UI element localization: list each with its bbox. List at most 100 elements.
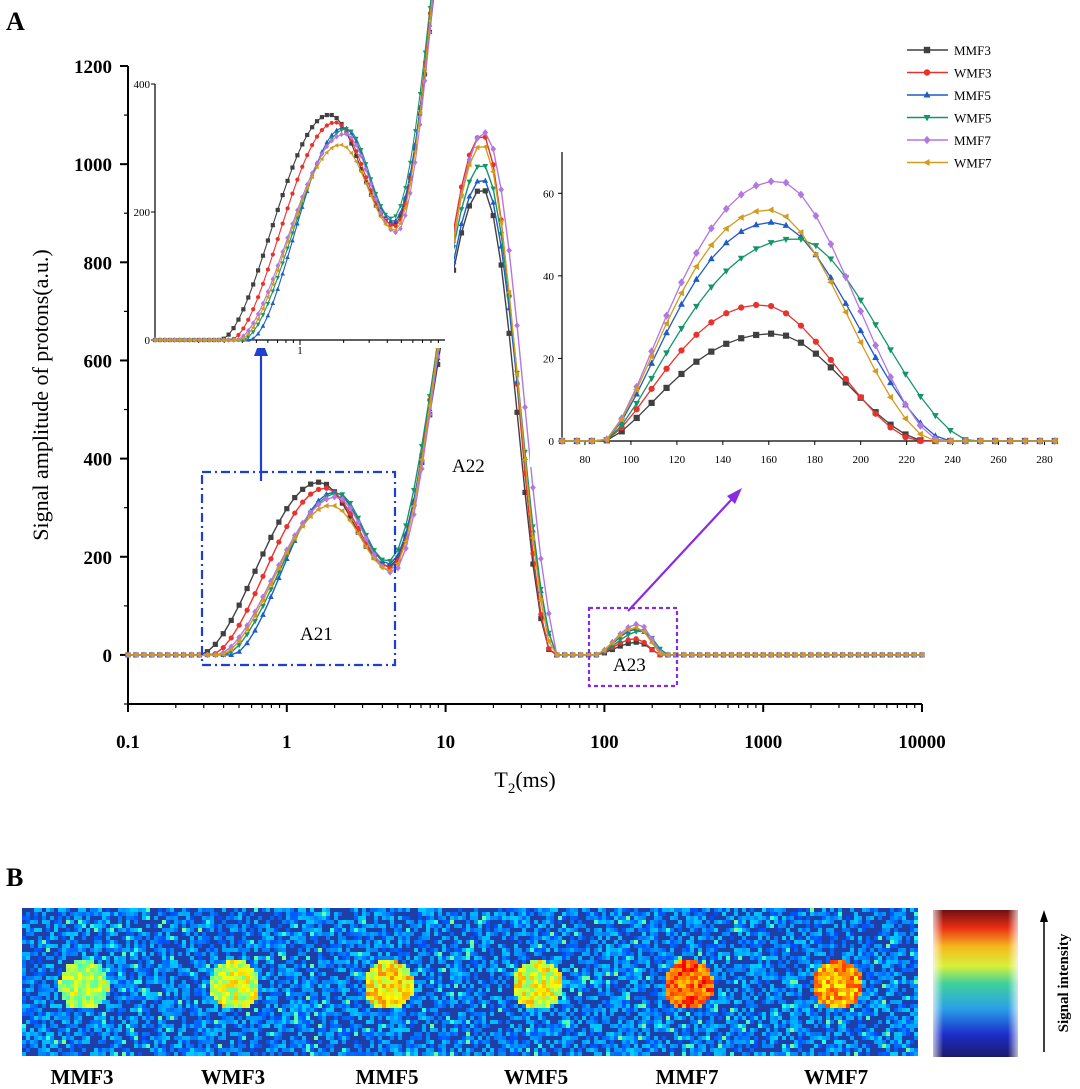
mri-pixel [818, 952, 822, 956]
mri-pixel [370, 988, 374, 992]
mri-pixel [862, 996, 866, 1000]
mri-pixel [414, 980, 418, 984]
mri-pixel [250, 940, 254, 944]
series-point-MMF7 [498, 186, 505, 194]
inset-a21-point-WMF3 [265, 267, 271, 272]
mri-pixel [822, 944, 826, 948]
mri-pixel [646, 940, 650, 944]
mri-pixel [218, 960, 222, 964]
mri-pixel [662, 976, 666, 980]
mri-pixel [146, 976, 150, 980]
mri-pixel [854, 920, 858, 924]
mri-pixel [610, 912, 614, 916]
mri-pixel [606, 916, 610, 920]
mri-pixel [846, 984, 850, 988]
mri-pixel [210, 920, 214, 924]
mri-pixel [306, 944, 310, 948]
mri-pixel [470, 916, 474, 920]
mri-pixel [670, 992, 674, 996]
mri-pixel [798, 920, 802, 924]
mri-pixel [226, 980, 230, 984]
mri-pixel [858, 996, 862, 1000]
mri-pixel [346, 948, 350, 952]
mri-pixel [238, 956, 242, 960]
mri-pixel [194, 980, 198, 984]
mri-pixel [378, 988, 382, 992]
panel-a-label: A [6, 7, 25, 36]
mri-pixel [690, 980, 694, 984]
mri-pixel [146, 988, 150, 992]
mri-pixel [514, 952, 518, 956]
mri-pixel [90, 972, 94, 976]
mri-pixel [518, 920, 522, 924]
mri-pixel [206, 972, 210, 976]
mri-pixel [898, 992, 902, 996]
mri-pixel [498, 924, 502, 928]
mri-pixel [914, 940, 918, 944]
mri-pixel [66, 908, 70, 912]
mri-pixel [582, 960, 586, 964]
mri-pixel [346, 976, 350, 980]
mri-pixel [218, 980, 222, 984]
mri-pixel [342, 1000, 346, 1004]
mri-pixel [858, 984, 862, 988]
mri-pixel [66, 964, 70, 968]
mri-pixel [622, 976, 626, 980]
mri-pixel [206, 936, 210, 940]
mri-pixel [830, 936, 834, 940]
mri-pixel [654, 944, 658, 948]
mri-pixel [146, 984, 150, 988]
mri-pixel [838, 908, 842, 912]
mri-pixel [238, 912, 242, 916]
mri-pixel [590, 936, 594, 940]
inset-a23-point-MMF3 [738, 335, 745, 342]
series-point-MMF3 [292, 495, 298, 501]
mri-pixel [806, 908, 810, 912]
mri-pixel [870, 984, 874, 988]
mri-pixel [742, 984, 746, 988]
mri-pixel [142, 952, 146, 956]
mri-pixel [366, 980, 370, 984]
mri-pixel [42, 964, 46, 968]
mri-pixel [642, 932, 646, 936]
mri-pixel [142, 948, 146, 952]
mri-pixel [414, 968, 418, 972]
mri-pixel [314, 1004, 318, 1008]
mri-pixel [822, 964, 826, 968]
mri-pixel [106, 912, 110, 916]
mri-pixel [90, 984, 94, 988]
mri-pixel [154, 968, 158, 972]
mri-pixel [654, 908, 658, 912]
mri-pixel [426, 964, 430, 968]
mri-pixel [478, 992, 482, 996]
mri-pixel [542, 960, 546, 964]
mri-pixel [574, 980, 578, 984]
mri-pixel [554, 980, 558, 984]
mri-pixel [714, 972, 718, 976]
mri-pixel [830, 964, 834, 968]
mri-pixel [650, 928, 654, 932]
mri-pixel [774, 920, 778, 924]
mri-pixel [646, 984, 650, 988]
mri-pixel [78, 912, 82, 916]
mri-pixel [86, 916, 90, 920]
mri-pixel [74, 932, 78, 936]
mri-pixel [758, 948, 762, 952]
mri-pixel [74, 1004, 78, 1008]
mri-pixel [594, 928, 598, 932]
mri-pixel [270, 964, 274, 968]
mri-pixel [86, 944, 90, 948]
mri-pixel [666, 988, 670, 992]
mri-pixel [62, 996, 66, 1000]
mri-pixel [522, 992, 526, 996]
mri-pixel [762, 908, 766, 912]
mri-pixel [902, 920, 906, 924]
mri-pixel [250, 980, 254, 984]
mri-pixel [222, 964, 226, 968]
mri-pixel [182, 920, 186, 924]
mri-pixel [370, 984, 374, 988]
mri-pixel [138, 964, 142, 968]
mri-pixel [430, 984, 434, 988]
mri-pixel [710, 956, 714, 960]
mri-pixel [326, 920, 330, 924]
